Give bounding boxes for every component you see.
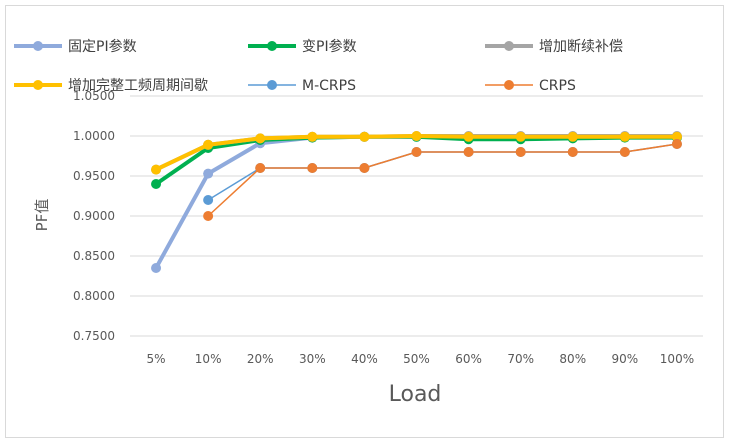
data-point xyxy=(359,131,370,142)
legend-swatch-marker xyxy=(267,80,277,90)
data-point xyxy=(203,211,214,221)
x-tick-label: 20% xyxy=(247,352,274,366)
legend-swatch-marker xyxy=(504,41,514,51)
data-point xyxy=(515,147,526,157)
data-point xyxy=(671,131,682,142)
legend-item: 变PI参数 xyxy=(248,38,357,55)
series-4 xyxy=(203,139,682,205)
y-tick-label: 0.9000 xyxy=(73,209,115,223)
data-point xyxy=(203,168,214,179)
x-tick-label: 70% xyxy=(507,352,534,366)
data-point xyxy=(463,131,474,142)
data-point xyxy=(255,133,266,144)
legend-swatch-marker xyxy=(33,80,43,90)
x-tick-label: 40% xyxy=(351,352,378,366)
series-3 xyxy=(151,131,682,175)
data-point xyxy=(203,195,214,205)
series-5 xyxy=(203,139,682,221)
legend-label: 增加完整工频周期间歇 xyxy=(68,78,208,94)
x-tick-label: 90% xyxy=(612,352,639,366)
x-tick-label: 50% xyxy=(403,352,430,366)
y-tick-label: 1.0500 xyxy=(73,89,115,103)
legend-swatch-marker xyxy=(33,41,43,51)
data-point xyxy=(619,131,630,142)
data-point xyxy=(255,163,266,173)
x-axis-ticks: 5% 10% 20% 30% 40% 50% 60% 70% 80% 90% 100% xyxy=(147,352,695,366)
legend-label: CRPS xyxy=(539,78,576,94)
x-axis-title: Load xyxy=(389,382,442,407)
y-axis-ticks: 0.7500 0.8000 0.8500 0.9000 0.9500 1.0000 1.05… xyxy=(73,89,115,343)
data-point xyxy=(619,147,630,157)
data-point xyxy=(515,131,526,142)
data-point xyxy=(671,139,682,149)
y-tick-label: 0.8500 xyxy=(73,249,115,263)
legend-item: CRPS xyxy=(485,78,576,94)
y-tick-label: 1.0000 xyxy=(73,129,115,143)
legend-item: 增加断续补偿 xyxy=(485,38,623,55)
x-tick-label: 5% xyxy=(147,352,166,366)
data-point xyxy=(151,263,162,273)
x-tick-label: 80% xyxy=(559,352,586,366)
legend-swatch-marker xyxy=(267,41,277,51)
y-tick-label: 0.7500 xyxy=(73,329,115,343)
data-point xyxy=(411,131,422,141)
data-point xyxy=(203,139,214,150)
chart-frame xyxy=(5,5,724,438)
x-tick-label: 30% xyxy=(299,352,326,366)
legend-label: 变PI参数 xyxy=(302,38,357,55)
data-point xyxy=(307,131,318,142)
data-point xyxy=(567,147,578,157)
x-tick-label: 100% xyxy=(660,352,694,366)
y-tick-label: 0.8000 xyxy=(73,289,115,303)
data-point xyxy=(151,179,162,189)
data-point xyxy=(567,131,578,142)
x-tick-label: 10% xyxy=(195,352,222,366)
data-point xyxy=(151,164,162,175)
y-tick-label: 0.9500 xyxy=(73,169,115,183)
legend-item: M-CRPS xyxy=(248,78,356,94)
legend-label: 增加断续补偿 xyxy=(539,38,623,55)
data-point xyxy=(411,147,422,157)
data-point xyxy=(359,163,370,173)
legend-label: M-CRPS xyxy=(302,78,356,94)
legend-label: 固定PI参数 xyxy=(68,38,137,55)
series-lines xyxy=(151,131,682,273)
legend-swatch-marker xyxy=(504,80,514,90)
series-line xyxy=(207,143,678,217)
data-point xyxy=(307,163,318,173)
data-point xyxy=(463,147,474,157)
y-axis-title: PF值 xyxy=(33,199,51,232)
legend-item: 增加完整工频周期间歇 xyxy=(14,78,208,94)
x-tick-label: 60% xyxy=(455,352,482,366)
legend-item: 固定PI参数 xyxy=(14,38,137,55)
